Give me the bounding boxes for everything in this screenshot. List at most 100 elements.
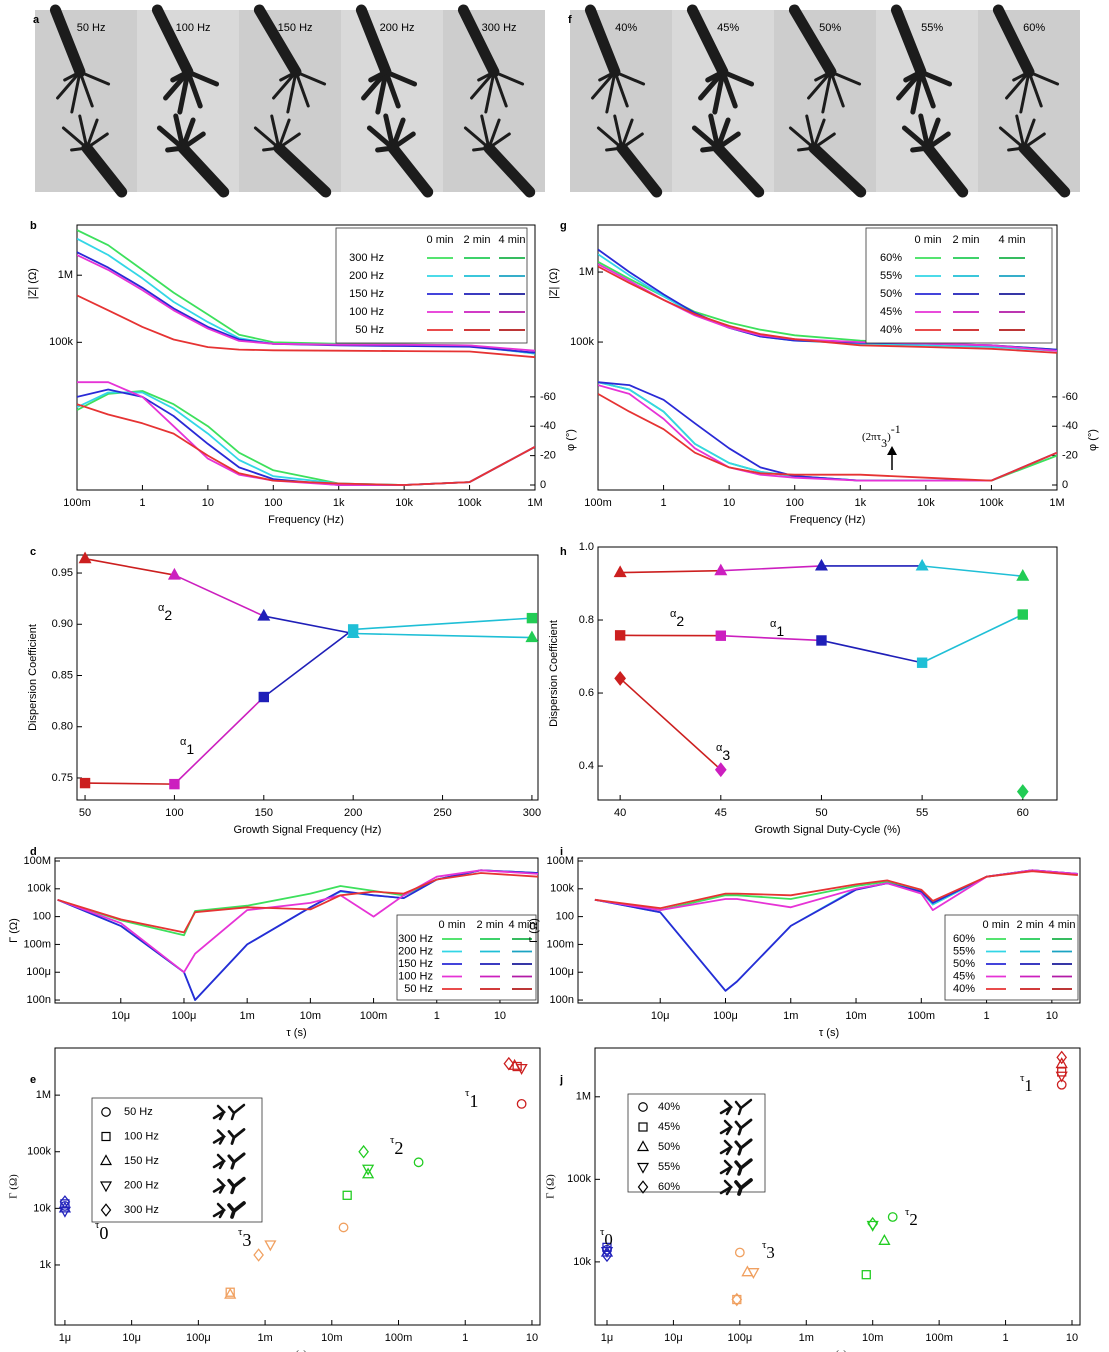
panel-label: i	[560, 846, 563, 858]
x-tick-label: 10m	[862, 1332, 883, 1344]
annotation: α3	[716, 742, 730, 763]
branch	[387, 142, 434, 198]
branch	[591, 70, 617, 100]
annotation-part: 3	[766, 1243, 774, 1262]
point	[816, 635, 827, 646]
y-tick-label: 100n	[550, 994, 574, 1006]
annotation-part: 3	[881, 436, 887, 450]
point	[79, 777, 91, 789]
annotation: α1	[770, 618, 784, 639]
branch	[613, 70, 629, 108]
x-tick-label: 1	[139, 497, 145, 509]
micrograph	[672, 10, 774, 192]
annotation-part: )	[887, 431, 891, 443]
x-axis-title: τ (s)	[286, 1027, 306, 1039]
branch	[85, 118, 99, 150]
point	[1016, 784, 1029, 800]
image-label: 50%	[819, 22, 841, 34]
image-label: 300 Hz	[482, 22, 517, 34]
legend-label: 40%	[953, 983, 975, 995]
legend-box	[865, 227, 1053, 344]
plot-area	[619, 565, 1024, 771]
annotation-part: 3	[722, 747, 730, 763]
annotation-part: τ	[600, 1226, 605, 1238]
y2-tick-label: 0	[1062, 479, 1068, 491]
plot-frame	[597, 546, 1058, 801]
x-tick-label: 1	[434, 1010, 440, 1022]
x-tick-label: 10	[1046, 1010, 1058, 1022]
plot-frame	[594, 1047, 1081, 1326]
branch	[712, 69, 726, 115]
x-tick-label: 1m	[257, 1332, 272, 1344]
branch	[483, 142, 536, 198]
y-axis-title: Γ (Ω)	[8, 918, 20, 943]
point	[516, 1098, 527, 1109]
annotation: τ2	[905, 1206, 918, 1230]
branch	[81, 142, 128, 198]
annotation: (2πτ3)-1	[862, 422, 901, 450]
legend-label: 50 Hz	[355, 324, 384, 336]
x-tick-label: 1μ	[59, 1332, 71, 1344]
branch	[70, 146, 89, 152]
branch	[1019, 70, 1031, 114]
branch	[1015, 114, 1026, 150]
annotation: α2	[670, 608, 684, 629]
branch	[173, 113, 186, 151]
legend-label: 55%	[658, 1161, 680, 1173]
branch	[992, 4, 1035, 78]
branch	[807, 70, 833, 100]
annotation-part: τ	[390, 1134, 395, 1146]
series-line	[77, 254, 535, 352]
x-tick-label: 1	[1002, 1332, 1008, 1344]
point	[714, 563, 728, 576]
annotation: τ2	[390, 1134, 404, 1159]
branch	[492, 70, 525, 86]
x-tick-label: 10μ	[651, 1010, 670, 1022]
branch	[829, 70, 862, 86]
annotation: α1	[180, 736, 194, 757]
point	[1055, 1057, 1068, 1069]
branch	[390, 131, 416, 151]
branch	[788, 4, 837, 78]
branch	[272, 70, 298, 100]
branch	[829, 70, 845, 108]
legend-box	[944, 914, 1079, 1001]
point	[224, 1287, 237, 1299]
branch	[715, 117, 731, 151]
y-tick-label: 0.75	[52, 772, 73, 784]
line-segment	[263, 628, 354, 698]
panel-label: a	[33, 14, 40, 26]
branch	[605, 146, 624, 152]
branch	[925, 131, 951, 151]
branch	[492, 70, 508, 108]
y-tick-label: 1M	[58, 269, 73, 281]
legend-header: 0 min	[427, 234, 454, 246]
branch	[262, 146, 281, 152]
branch	[177, 142, 230, 198]
y-tick-label: 0.90	[52, 618, 73, 630]
line-segment	[353, 617, 532, 631]
branch	[910, 69, 924, 115]
panel-label: h	[560, 546, 567, 558]
legend-label: 100 Hz	[349, 306, 384, 318]
branch	[1022, 118, 1036, 150]
icon-shape	[212, 1153, 227, 1170]
y-tick-label: 100m	[23, 938, 51, 950]
series-line	[77, 294, 535, 359]
annotation-part: 2	[164, 607, 172, 623]
annotation-part: 2	[676, 613, 684, 629]
x-tick-label: 100m	[63, 497, 91, 509]
line-segment	[620, 569, 721, 574]
legend-label: 300 Hz	[349, 252, 384, 264]
branch	[613, 70, 646, 86]
branch	[484, 70, 496, 114]
micrograph-branches	[457, 4, 536, 198]
branch	[598, 70, 617, 82]
branch	[918, 113, 931, 151]
legend-label: 50%	[953, 958, 975, 970]
branch	[78, 114, 89, 150]
plot-frame	[597, 224, 1058, 491]
x-tick-label: 100m	[360, 1010, 388, 1022]
branch	[720, 69, 755, 87]
annotation: τ1	[465, 1087, 479, 1112]
